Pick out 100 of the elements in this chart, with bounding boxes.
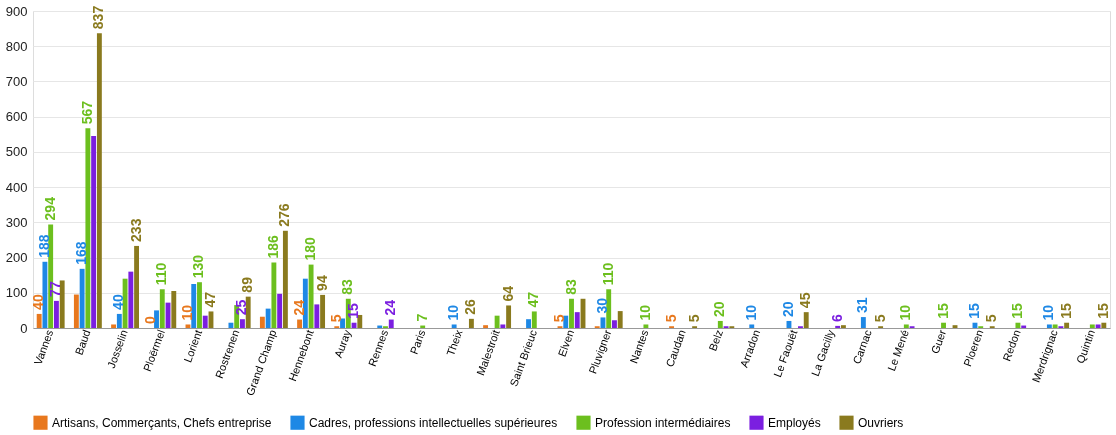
bar: [1064, 322, 1070, 328]
bar: [265, 308, 271, 328]
bar: [91, 136, 97, 328]
bar: [357, 314, 363, 328]
bar: [111, 324, 117, 328]
bar: [191, 283, 197, 328]
data-label: 94: [313, 275, 330, 291]
bar: [134, 245, 140, 328]
bar: [239, 319, 245, 328]
data-label: 26: [462, 299, 479, 315]
data-label: 10: [897, 304, 914, 321]
bar: [159, 289, 165, 328]
bar: [840, 325, 846, 328]
y-tick-label: 100: [5, 285, 28, 301]
bar: [116, 313, 122, 328]
bar: [606, 289, 612, 328]
data-label: 25: [233, 299, 250, 316]
data-label: 837: [90, 5, 107, 30]
bar: [569, 298, 574, 328]
data-label: 0: [141, 316, 158, 324]
data-label: 294: [41, 196, 58, 221]
bar: [154, 310, 159, 328]
x-tick-label: Guer: [928, 327, 949, 356]
data-label: 15: [1008, 302, 1025, 319]
y-tick-label: 300: [5, 214, 28, 230]
data-label: 30: [593, 297, 610, 314]
bar: [122, 278, 128, 328]
data-label: 40: [110, 294, 127, 310]
bar: [314, 304, 320, 328]
y-tick-label: 200: [5, 250, 28, 266]
x-tick-label: Belz: [706, 328, 726, 353]
data-label: 15: [934, 302, 951, 319]
bar: [717, 320, 723, 328]
data-label: 15: [1094, 302, 1111, 319]
data-label: 83: [562, 278, 579, 295]
data-label: 20: [711, 301, 728, 317]
bar: [53, 300, 59, 328]
x-tick-label: Elven: [555, 328, 577, 359]
data-label: 5: [662, 314, 679, 323]
bar: [903, 324, 909, 328]
y-tick-label: 0: [20, 320, 28, 336]
bar: [563, 315, 569, 328]
data-label: 15: [1057, 302, 1074, 319]
data-label: 168: [73, 241, 90, 265]
bar: [259, 316, 265, 328]
bar: [271, 262, 277, 328]
bar: [297, 319, 303, 328]
bar: [1015, 322, 1021, 328]
data-label: 77: [47, 281, 64, 297]
bar: [860, 317, 866, 328]
data-label: 45: [797, 292, 814, 309]
bar: [308, 264, 314, 328]
x-tick-label: Baud: [72, 328, 93, 357]
x-tick-label: Auray: [331, 327, 354, 360]
bar: [320, 294, 326, 328]
bar: [197, 282, 202, 328]
bar: [79, 268, 85, 328]
y-tick-label: 800: [5, 38, 28, 54]
legend-label: Artisans, Commerçants, Chefs entreprise: [52, 415, 272, 430]
bar: [1101, 322, 1107, 328]
data-label: 188: [35, 234, 52, 258]
data-label: 10: [445, 304, 462, 321]
data-label: 10: [742, 304, 759, 321]
bar: [85, 128, 91, 328]
bar: [1046, 324, 1052, 328]
legend-label: Profession intermédiaires: [595, 415, 731, 430]
data-label: 20: [779, 301, 796, 317]
bar: [1052, 324, 1058, 328]
x-tick-label: Saint Brieuc: [507, 327, 540, 388]
x-tick-label: Le Mené: [885, 328, 912, 373]
bar: [42, 261, 48, 328]
legend-label: Employés: [768, 415, 821, 430]
bar: [749, 324, 755, 328]
bar: [185, 324, 191, 328]
data-label: 5: [871, 314, 888, 323]
bar: [500, 324, 506, 328]
data-label: 64: [499, 285, 516, 302]
bar: [468, 318, 474, 328]
data-label: 31: [854, 297, 871, 314]
bar: [388, 319, 394, 328]
data-label: 567: [78, 100, 95, 125]
bar: [228, 322, 234, 328]
data-label: 110: [599, 262, 616, 286]
bar: [282, 230, 288, 328]
data-label: 110: [153, 262, 170, 286]
data-label: 24: [382, 299, 399, 316]
bar: [617, 311, 623, 328]
bar: [96, 33, 102, 328]
data-label: 10: [1040, 304, 1057, 321]
bar: [171, 291, 177, 328]
y-tick-label: 700: [5, 73, 28, 89]
bar: [302, 278, 308, 328]
x-tick-label: Theix: [444, 327, 465, 358]
y-tick-label: 600: [5, 109, 28, 125]
data-label: 89: [239, 276, 256, 293]
bar: [340, 318, 345, 328]
bar: [506, 305, 512, 328]
legend-label: Ouvriers: [858, 415, 904, 430]
bar: [803, 312, 809, 328]
data-label: 5: [327, 314, 344, 323]
